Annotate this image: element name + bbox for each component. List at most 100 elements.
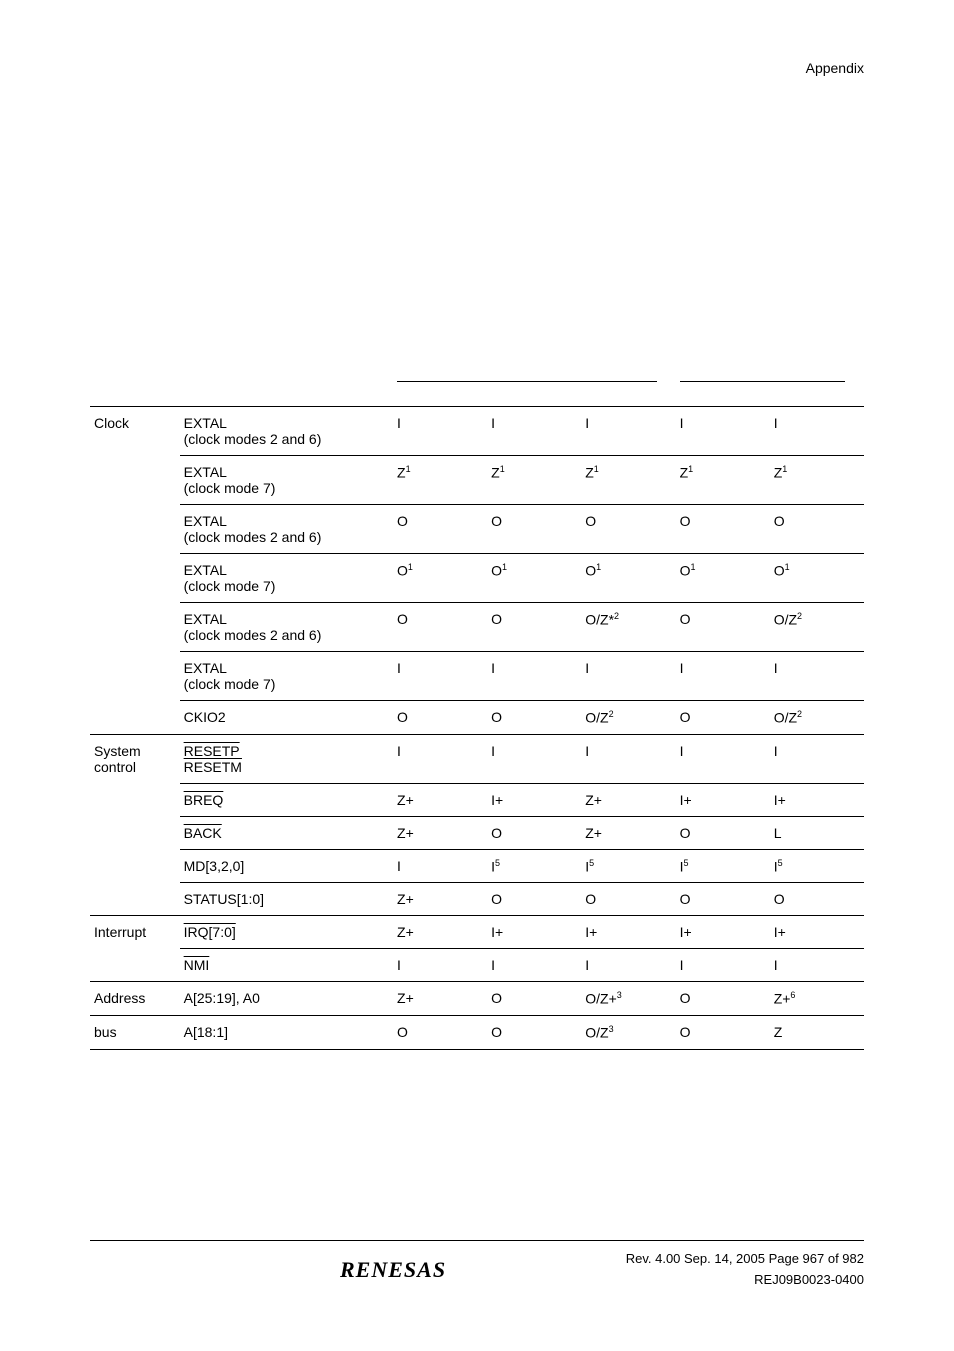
value-cell: I [770, 407, 864, 456]
value-cell: I+ [676, 783, 770, 816]
pin-name-cell: NMI [180, 949, 393, 982]
value-cell: O/Z2 [770, 603, 864, 652]
table-row: busA[18:1]OOO/Z3OZ [90, 1015, 864, 1049]
page-footer: RENESAS Rev. 4.00 Sep. 14, 2005 Page 967… [90, 1240, 864, 1291]
value-cell: O1 [487, 554, 581, 603]
pin-name-cell: A[18:1] [180, 1015, 393, 1049]
value-cell: O [487, 982, 581, 1016]
value-cell: O/Z3 [581, 1015, 675, 1049]
pin-state-table: ClockEXTAL(clock modes 2 and 6)IIIIIEXTA… [90, 356, 864, 1050]
value-cell: O [770, 505, 864, 554]
pin-name-cell: CKIO2 [180, 701, 393, 735]
value-cell: I [676, 407, 770, 456]
category-cell [90, 652, 180, 701]
value-cell: O [676, 701, 770, 735]
value-cell: I [393, 849, 487, 883]
pin-name-cell: MD[3,2,0] [180, 849, 393, 883]
value-cell: O [393, 505, 487, 554]
value-cell: I [393, 734, 487, 783]
pin-name-cell: STATUS[1:0] [180, 883, 393, 916]
pin-name-cell: BREQ [180, 783, 393, 816]
value-cell: O [393, 1015, 487, 1049]
category-cell: Interrupt [90, 916, 180, 949]
value-cell: O1 [393, 554, 487, 603]
value-cell: I [770, 652, 864, 701]
value-cell: Z1 [393, 456, 487, 505]
value-cell: I5 [770, 849, 864, 883]
page-header-section: Appendix [90, 60, 864, 76]
value-cell: I [393, 652, 487, 701]
value-cell: O [487, 1015, 581, 1049]
value-cell: O1 [676, 554, 770, 603]
category-cell: bus [90, 1015, 180, 1049]
value-cell: O [676, 505, 770, 554]
value-cell: O [393, 701, 487, 735]
value-cell: I [676, 652, 770, 701]
value-cell: Z+ [393, 783, 487, 816]
value-cell: I+ [676, 916, 770, 949]
value-cell: O [393, 603, 487, 652]
table-row: CKIO2OOO/Z2OO/Z2 [90, 701, 864, 735]
value-cell: O [487, 816, 581, 849]
table-row: ClockEXTAL(clock modes 2 and 6)IIIII [90, 407, 864, 456]
value-cell: I+ [770, 783, 864, 816]
value-cell: O [487, 701, 581, 735]
category-cell: Address [90, 982, 180, 1016]
value-cell: I [487, 407, 581, 456]
value-cell: Z+6 [770, 982, 864, 1016]
table-row: BREQZ+I+Z+I+I+ [90, 783, 864, 816]
value-cell: I [581, 652, 675, 701]
value-cell: I [770, 734, 864, 783]
value-cell: O [487, 603, 581, 652]
value-cell: I [676, 734, 770, 783]
value-cell: O [676, 816, 770, 849]
pin-name-cell: A[25:19], A0 [180, 982, 393, 1016]
value-cell: I [581, 407, 675, 456]
value-cell: I [581, 949, 675, 982]
pin-name-cell: EXTAL(clock mode 7) [180, 456, 393, 505]
pin-name-cell: EXTAL(clock modes 2 and 6) [180, 407, 393, 456]
category-cell [90, 883, 180, 916]
value-cell: O [676, 883, 770, 916]
category-cell [90, 949, 180, 982]
value-cell: I [581, 734, 675, 783]
footer-page-info: Rev. 4.00 Sep. 14, 2005 Page 967 of 982 … [626, 1249, 864, 1291]
table-row: EXTAL(clock modes 2 and 6)OOO/Z*2OO/Z2 [90, 603, 864, 652]
value-cell: Z+ [393, 916, 487, 949]
value-cell: Z1 [676, 456, 770, 505]
value-cell: Z1 [770, 456, 864, 505]
table-row: NMIIIIII [90, 949, 864, 982]
value-cell: O [581, 883, 675, 916]
pin-name-cell: EXTAL(clock modes 2 and 6) [180, 603, 393, 652]
value-cell: O [770, 883, 864, 916]
table-row: System controlRESETPRESETMIIIII [90, 734, 864, 783]
category-cell: Clock [90, 407, 180, 456]
value-cell: Z+ [393, 816, 487, 849]
table-row: InterruptIRQ[7:0]Z+I+I+I+I+ [90, 916, 864, 949]
pin-name-cell: EXTAL(clock mode 7) [180, 554, 393, 603]
table-row: MD[3,2,0]II5I5I5I5 [90, 849, 864, 883]
value-cell: I+ [487, 783, 581, 816]
value-cell: I+ [770, 916, 864, 949]
value-cell: I [676, 949, 770, 982]
pin-name-cell: EXTAL(clock modes 2 and 6) [180, 505, 393, 554]
value-cell: Z1 [487, 456, 581, 505]
value-cell: O [676, 1015, 770, 1049]
table-row: EXTAL(clock modes 2 and 6)OOOOO [90, 505, 864, 554]
value-cell: I5 [581, 849, 675, 883]
category-cell [90, 603, 180, 652]
category-cell [90, 505, 180, 554]
value-cell: O [676, 603, 770, 652]
value-cell: O/Z+3 [581, 982, 675, 1016]
value-cell: L [770, 816, 864, 849]
value-cell: Z+ [393, 883, 487, 916]
value-cell: Z1 [581, 456, 675, 505]
value-cell: Z+ [393, 982, 487, 1016]
value-cell: I [393, 949, 487, 982]
pin-name-cell: EXTAL(clock mode 7) [180, 652, 393, 701]
table-row: EXTAL(clock mode 7)Z1Z1Z1Z1Z1 [90, 456, 864, 505]
value-cell: O [581, 505, 675, 554]
value-cell: O [487, 883, 581, 916]
value-cell: I5 [676, 849, 770, 883]
value-cell: O1 [581, 554, 675, 603]
